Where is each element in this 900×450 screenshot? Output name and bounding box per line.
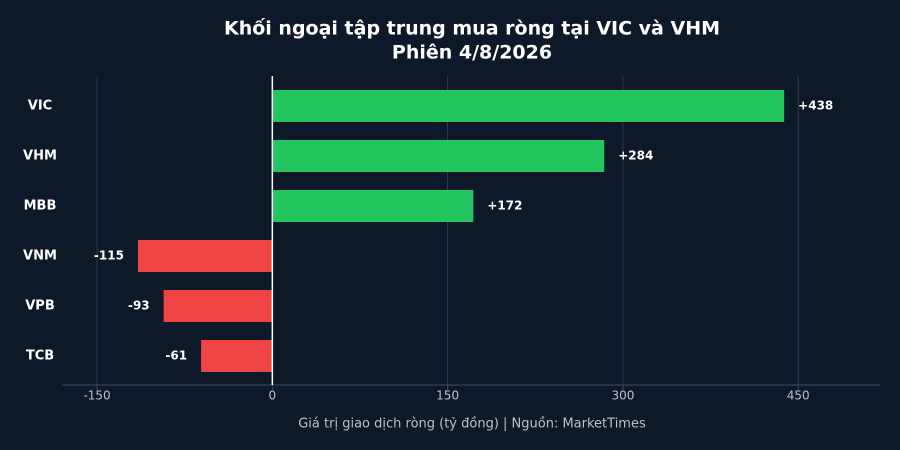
y-tick-label: VIC bbox=[28, 99, 52, 114]
value-label: -61 bbox=[165, 349, 187, 363]
bar bbox=[272, 140, 605, 172]
value-label: +284 bbox=[618, 149, 653, 163]
x-tick-label: 300 bbox=[611, 389, 634, 403]
y-tick-label: VPB bbox=[25, 299, 55, 314]
chart-title: Khối ngoại tập trung mua ròng tại VIC và… bbox=[224, 17, 720, 40]
x-tick-label: -150 bbox=[83, 389, 110, 403]
value-label: -115 bbox=[94, 249, 124, 263]
bar bbox=[201, 340, 273, 372]
y-tick-label: VNM bbox=[23, 249, 57, 264]
value-label: +172 bbox=[487, 199, 522, 213]
x-axis-title: Giá trị giao dịch ròng (tỷ đồng) | Nguồn… bbox=[298, 417, 646, 432]
x-tick-label: 0 bbox=[269, 389, 277, 403]
x-tick-label: 150 bbox=[436, 389, 459, 403]
value-label: -93 bbox=[128, 299, 150, 313]
bar bbox=[137, 240, 273, 272]
y-tick-label: MBB bbox=[24, 199, 57, 214]
value-label: +438 bbox=[798, 99, 833, 113]
chart-subtitle: Phiên 4/8/2026 bbox=[392, 42, 552, 64]
bar bbox=[163, 290, 273, 322]
bar bbox=[272, 190, 474, 222]
y-tick-label: TCB bbox=[26, 349, 54, 364]
x-tick-label: 450 bbox=[787, 389, 810, 403]
y-tick-label: VHM bbox=[23, 149, 57, 164]
bar bbox=[272, 90, 785, 122]
